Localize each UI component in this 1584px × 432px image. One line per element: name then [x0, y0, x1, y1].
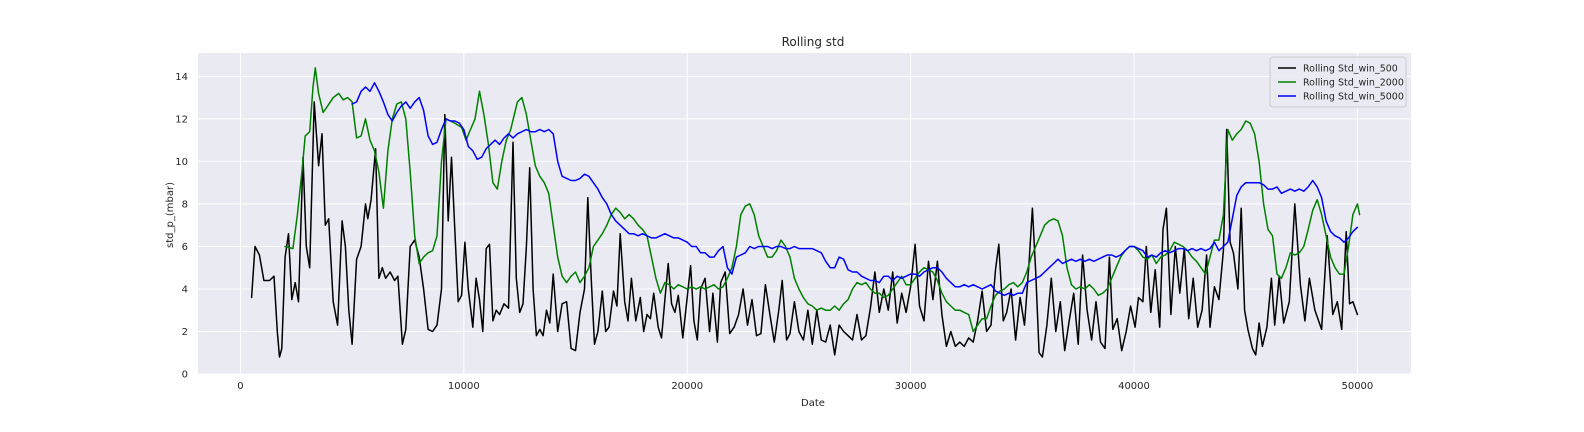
tick-labels: 0 10000 20000 30000 40000 50000 0 2 4 6 8 10 12 14	[175, 72, 1373, 392]
y-tick-label: 10	[175, 157, 188, 168]
y-tick-label: 14	[175, 72, 188, 83]
y-tick-label: 12	[175, 114, 188, 125]
series-line-1	[250, 101, 1359, 358]
legend-label: Rolling Std_win_2000	[1303, 78, 1404, 89]
x-tick-label: 0	[237, 381, 243, 392]
x-tick-label: 20000	[671, 381, 703, 392]
legend-label: Rolling Std_win_500	[1303, 64, 1398, 75]
legend: Rolling Std_win_500 Rolling Std_win_2000 R…	[1269, 56, 1407, 108]
series-layer	[250, 67, 1361, 358]
y-tick-label: 6	[182, 242, 188, 253]
y-tick-label: 0	[182, 370, 188, 381]
x-tick-label: 40000	[1118, 381, 1150, 392]
x-tick-label: 30000	[895, 381, 927, 392]
series-line-3	[351, 82, 1359, 297]
x-tick-label: 50000	[1341, 381, 1373, 392]
x-tick-label: 10000	[448, 381, 480, 392]
y-tick-label: 8	[182, 199, 188, 210]
y-axis-label: std_p_(mbar)	[165, 182, 176, 248]
y-tick-label: 2	[182, 327, 188, 338]
y-tick-label: 4	[182, 284, 188, 295]
legend-label: Rolling Std_win_5000	[1303, 92, 1404, 103]
x-axis-label: Date	[801, 398, 825, 409]
chart-title: Rolling std	[782, 35, 845, 49]
legend-box	[1269, 56, 1407, 108]
